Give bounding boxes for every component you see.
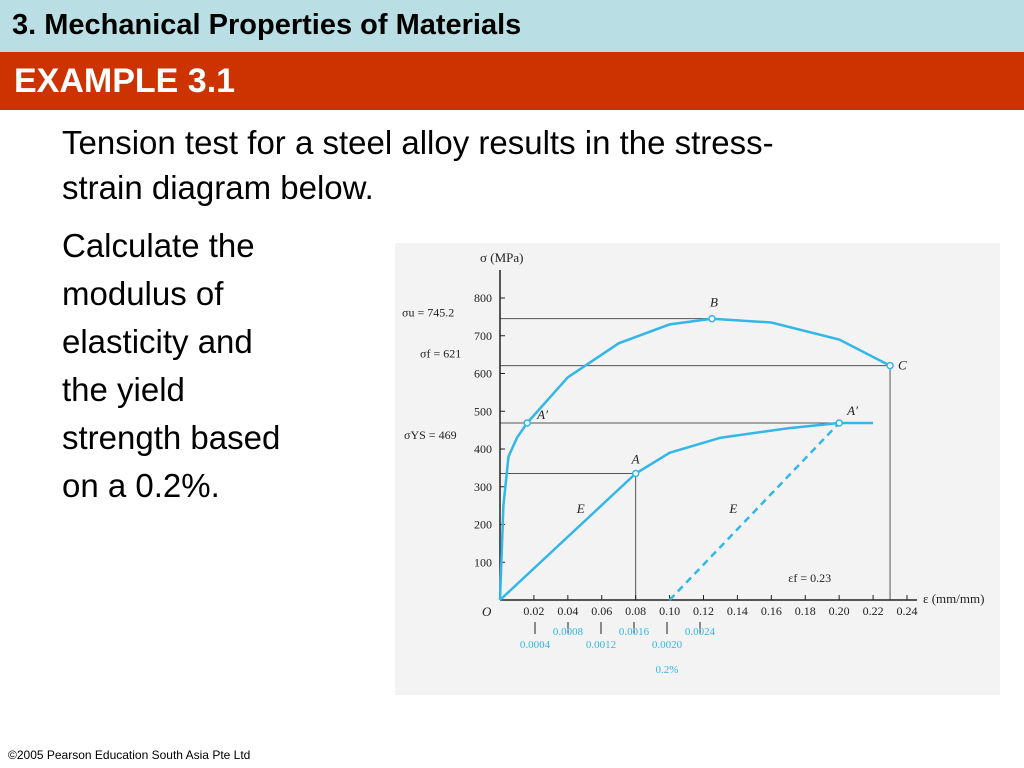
y-tick-label: 300: [474, 480, 492, 494]
y-tick-label: 500: [474, 404, 492, 418]
task-line: elasticity and: [62, 323, 253, 360]
x-tick-label: 0.02: [523, 604, 544, 618]
origin-label: O: [482, 604, 492, 619]
lower-tick-label: 0.0004: [520, 639, 551, 651]
task-line: Calculate the: [62, 227, 255, 264]
y-tick-label: 400: [474, 442, 492, 456]
point-label-e-left: E: [576, 501, 585, 516]
point-label-a-prime-right: A′: [846, 403, 858, 418]
task-line: strength based: [62, 419, 281, 456]
x-tick-label: 0.14: [727, 604, 748, 618]
task-line: the yield: [62, 371, 185, 408]
x-tick-label: 0.24: [897, 604, 918, 618]
point-a-prime-left: [523, 419, 531, 427]
point-a-prime-right: [835, 419, 843, 427]
header-bar: 3. Mechanical Properties of Materials: [0, 0, 1024, 52]
stress-strain-chart: 100 200 300 400 500 600 700 800 0.02 0.04 0.06 0.08…: [395, 243, 1000, 695]
stress-strain-curve-upper: [498, 317, 891, 601]
x-axis-label: ε (mm/mm): [923, 591, 984, 606]
y-tick-label: 700: [474, 329, 492, 343]
y-tick-label: 600: [474, 367, 492, 381]
lower-note-label: 0.2%: [656, 664, 679, 676]
x-tick-label: 0.04: [557, 604, 578, 618]
sigma-f-label: σf = 621: [420, 347, 461, 361]
point-a: [631, 469, 640, 478]
point-c: [886, 361, 894, 370]
task-line: modulus of: [62, 275, 224, 312]
point-label-c: C: [898, 358, 907, 373]
intro-text: Tension test for a steel alloy results i…: [62, 120, 942, 210]
stress-strain-svg: 100 200 300 400 500 600 700 800 0.02 0.04 0.06 0.08…: [402, 250, 984, 676]
y-tick-label: 100: [474, 555, 492, 569]
point-label-b: B: [710, 295, 718, 310]
y-axis-label: σ (MPa): [480, 250, 523, 265]
lower-tick-label: 0.0012: [586, 639, 616, 651]
lower-tick-label: 0.0020: [652, 639, 683, 651]
x-tick-label: 0.06: [591, 604, 612, 618]
point-label-a: A: [631, 452, 640, 467]
x-tick-label: 0.20: [829, 604, 850, 618]
point-label-e-right: E: [728, 501, 737, 516]
x-tick-label: 0.16: [761, 604, 782, 618]
lower-tick-label: 0.0016: [619, 626, 650, 638]
task-text: Calculate the modulus of elasticity and …: [62, 222, 342, 510]
example-title: EXAMPLE 3.1: [14, 62, 236, 100]
point-label-a-prime-left: A′: [536, 407, 548, 422]
x-tick-label: 0.08: [625, 604, 646, 618]
x-tick-label: 0.12: [693, 604, 714, 618]
offset-line: [668, 422, 841, 601]
example-bar: EXAMPLE 3.1: [0, 52, 1024, 110]
point-b: [708, 314, 716, 323]
y-tick-label: 800: [474, 291, 492, 305]
intro-line-2: strain diagram below.: [62, 169, 374, 206]
sigma-ys-label: σYS = 469: [404, 428, 457, 442]
task-line: on a 0.2%.: [62, 467, 220, 504]
lower-tick-label: 0.0024: [685, 626, 716, 638]
copyright: ©2005 Pearson Education South Asia Pte L…: [8, 748, 251, 762]
x-tick-label: 0.22: [863, 604, 884, 618]
eps-f-label: εf = 0.23: [788, 571, 831, 585]
intro-line-1: Tension test for a steel alloy results i…: [62, 124, 774, 161]
section-title: 3. Mechanical Properties of Materials: [12, 9, 522, 41]
x-tick-label: 0.18: [795, 604, 816, 618]
lower-tick-label: 0.0008: [553, 626, 584, 638]
x-tick-label: 0.10: [659, 604, 680, 618]
sigma-u-label: σu = 745.2: [402, 306, 454, 320]
y-tick-label: 200: [474, 518, 492, 532]
